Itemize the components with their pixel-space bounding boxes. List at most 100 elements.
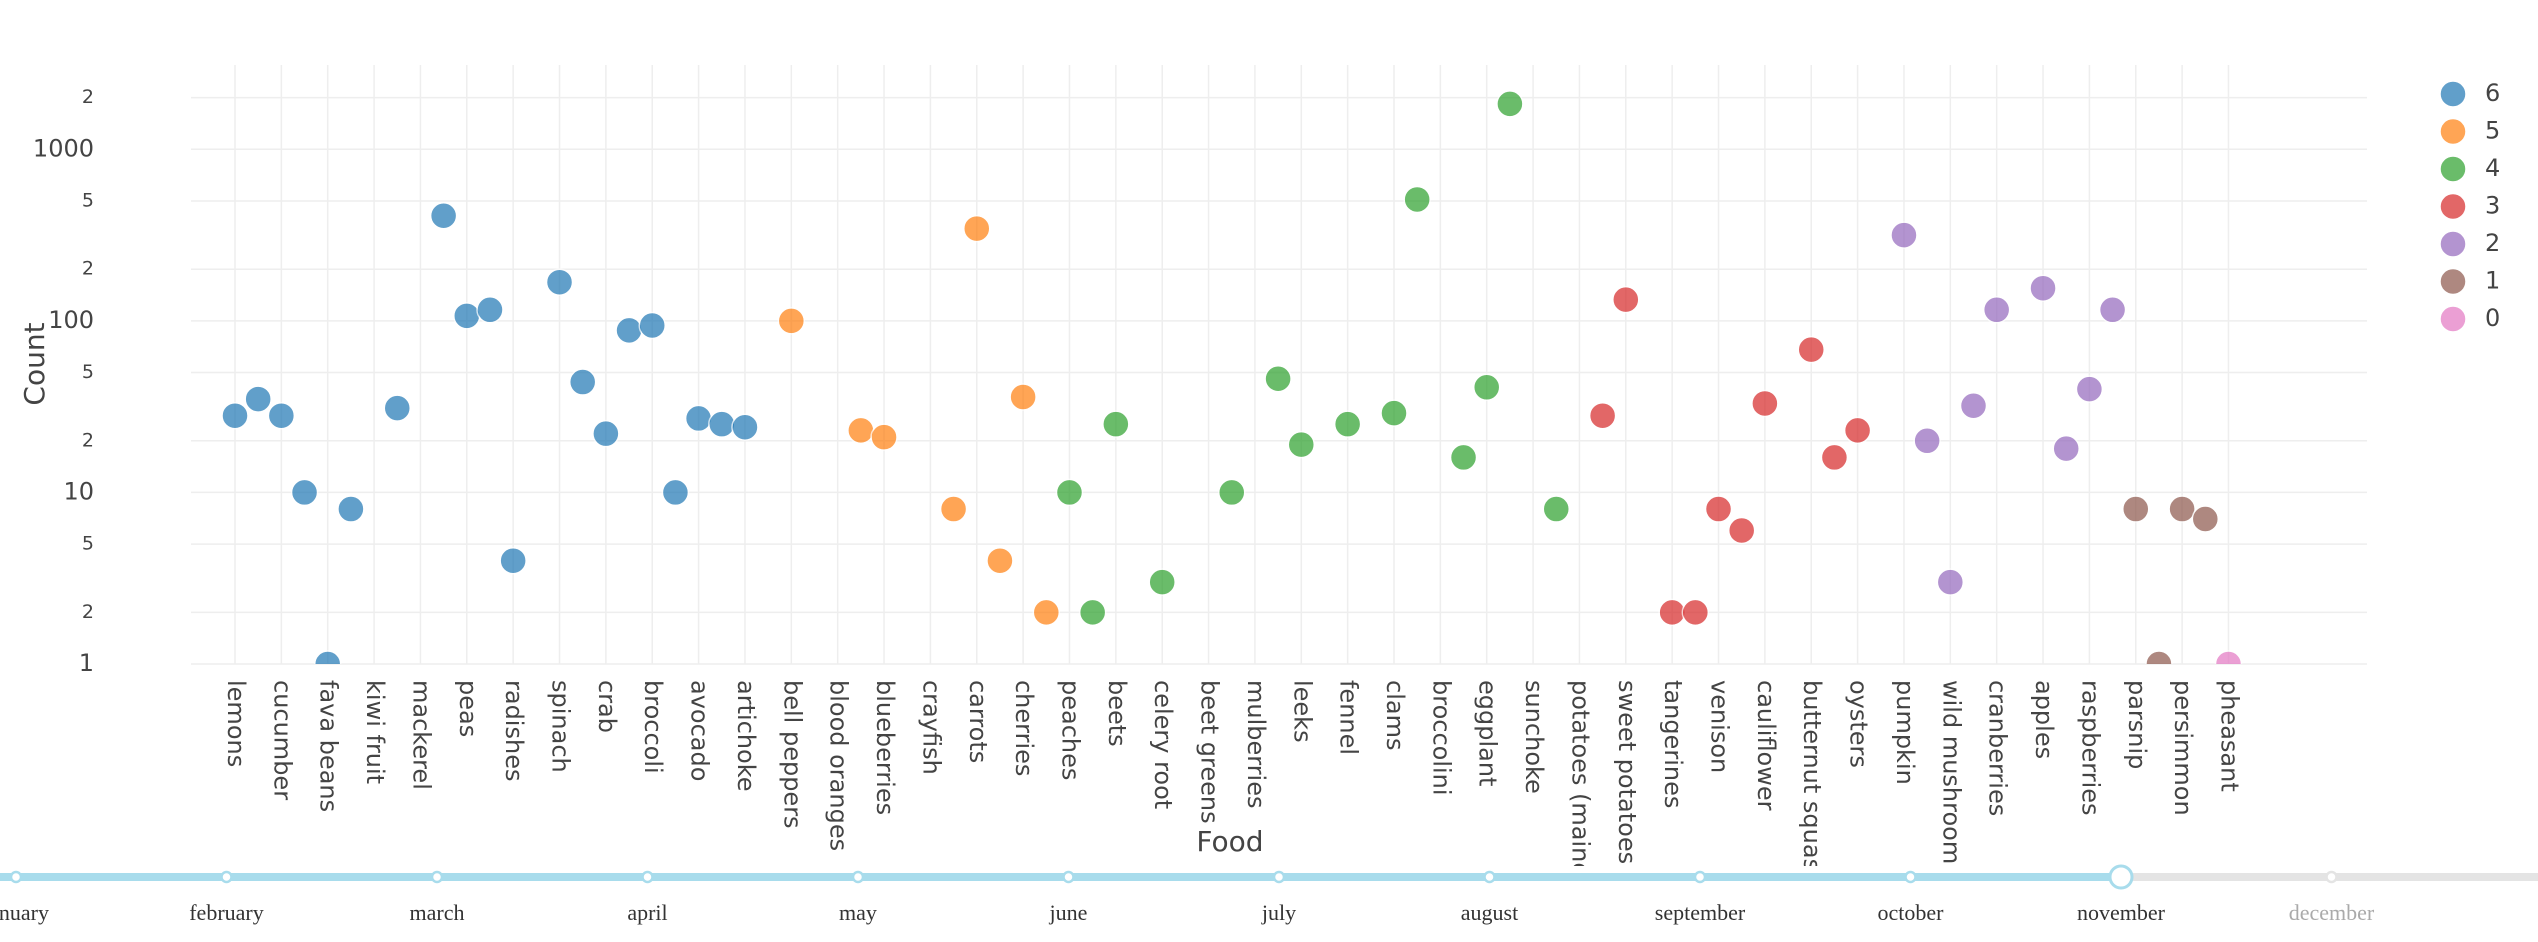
- slider-step[interactable]: [9, 870, 23, 884]
- slider-step-label[interactable]: september: [1655, 900, 1746, 925]
- x-tick-label: persimmon: [2169, 680, 2197, 816]
- legend: 6 5 4 3 2 1 0: [2439, 79, 2500, 333]
- x-tick-label: beets: [1103, 680, 1131, 747]
- slider-step-label[interactable]: july: [1261, 900, 1296, 925]
- points: [221, 90, 2243, 664]
- slider-step-label[interactable]: march: [410, 900, 465, 925]
- point: [2052, 434, 2080, 463]
- slider-step-label[interactable]: january: [0, 900, 49, 925]
- x-axis-title: Food: [1196, 825, 1263, 858]
- point: [290, 478, 319, 507]
- slider-step[interactable]: [641, 870, 654, 884]
- point: [1264, 364, 1292, 393]
- y-tick-label: 10: [63, 477, 94, 505]
- x-tick-label: cucumber: [268, 680, 296, 800]
- point: [1472, 373, 1501, 402]
- slider-step[interactable]: [1483, 870, 1496, 884]
- point: [1843, 416, 1872, 445]
- x-tick-label: peaches: [1056, 680, 1084, 780]
- point: [1612, 285, 1640, 314]
- x-tick-labels: lemons cucumber fava beans kiwi fruit macker…: [222, 680, 2243, 876]
- point: [1148, 568, 1176, 596]
- x-tick-label: cherries: [1010, 680, 1038, 776]
- slider: january february march april may june july augu…: [0, 864, 2538, 925]
- y-tick-label: 1000: [33, 134, 94, 162]
- legend-label: 5: [2485, 117, 2500, 145]
- point: [476, 296, 504, 324]
- legend-marker: [2439, 192, 2467, 221]
- x-tick-label: mulberries: [1242, 680, 1270, 809]
- slider-step[interactable]: [220, 870, 233, 884]
- x-tick-label: pheasant: [2215, 680, 2243, 792]
- x-tick-label: tangerines: [1659, 680, 1687, 808]
- slider-step-label[interactable]: april: [627, 900, 667, 925]
- x-tick-label: raspberries: [2076, 680, 2104, 816]
- x-tick-label: spinach: [547, 680, 575, 773]
- slider-step-label[interactable]: june: [1049, 900, 1088, 925]
- slider-step-label[interactable]: may: [839, 900, 877, 925]
- point: [963, 214, 991, 243]
- point: [1102, 410, 1130, 438]
- slider-step[interactable]: [1693, 870, 1707, 884]
- point: [615, 316, 643, 345]
- legend-label: 1: [2485, 267, 2500, 295]
- slider-step[interactable]: [851, 870, 865, 884]
- point: [1936, 568, 1965, 596]
- legend-marker: [2439, 305, 2467, 333]
- point: [1751, 389, 1779, 418]
- point: [1078, 598, 1107, 627]
- point: [221, 401, 249, 430]
- legend-marker: [2439, 267, 2467, 296]
- x-tick-label: venison: [1706, 680, 1734, 773]
- slider-step-label[interactable]: october: [1878, 900, 1945, 925]
- x-tick-label: potatoes (mainc: [1566, 680, 1594, 876]
- legend-marker: [2439, 80, 2467, 108]
- point: [1890, 221, 1918, 249]
- point: [1913, 427, 1941, 455]
- slider-step[interactable]: [2325, 870, 2338, 884]
- point: [2075, 375, 2104, 403]
- point: [1380, 399, 1408, 427]
- slider-step-label[interactable]: august: [1461, 900, 1518, 925]
- point: [1333, 410, 1362, 438]
- y-tick-label: 2: [82, 601, 94, 623]
- x-tick-label: butternut squas: [1798, 680, 1826, 871]
- x-tick-label: sweet potatoes: [1613, 680, 1641, 864]
- point: [429, 201, 458, 230]
- point: [1588, 401, 1617, 430]
- point: [1449, 443, 1478, 472]
- slider-step-label[interactable]: november: [2077, 900, 2166, 925]
- slider-step-label[interactable]: february: [189, 900, 264, 925]
- point: [453, 302, 481, 330]
- legend-label: 2: [2485, 229, 2500, 257]
- x-tick-label: beet greens: [1196, 680, 1224, 824]
- y-tick-label: 100: [48, 306, 94, 334]
- x-tick-label: crayfish: [917, 680, 945, 775]
- x-tick-label: broccoli: [639, 680, 667, 774]
- point: [1055, 478, 1084, 507]
- point: [1403, 185, 1431, 214]
- x-tick-label: artichoke: [732, 680, 760, 792]
- point: [244, 385, 272, 413]
- slider-step[interactable]: [1272, 870, 1286, 884]
- y-tick-label: 2: [82, 429, 94, 451]
- point: [545, 268, 574, 296]
- point: [1681, 598, 1710, 627]
- slider-step-label[interactable]: december: [2289, 900, 2375, 925]
- point: [1959, 392, 1988, 420]
- slider-step[interactable]: [430, 870, 444, 884]
- y-tick-label: 2: [82, 86, 94, 108]
- point: [2098, 296, 2127, 324]
- slider-handle[interactable]: [2108, 864, 2134, 890]
- x-tick-label: crab: [593, 680, 621, 733]
- legend-label: 0: [2485, 304, 2500, 332]
- x-tick-label: parsnip: [2123, 680, 2151, 769]
- y-tick-label: 5: [82, 361, 94, 383]
- point: [1542, 495, 1571, 523]
- x-tick-label: avocado: [686, 680, 714, 781]
- point: [592, 419, 620, 448]
- point: [638, 311, 666, 340]
- slider-step[interactable]: [1904, 870, 1917, 884]
- slider-step[interactable]: [1062, 870, 1075, 884]
